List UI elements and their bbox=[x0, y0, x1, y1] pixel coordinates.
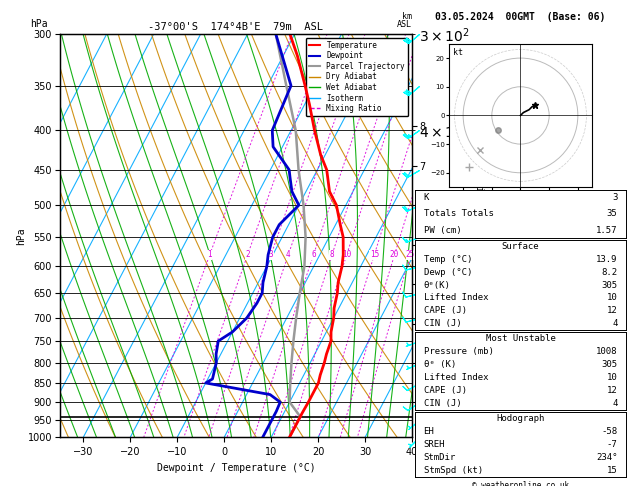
Text: Most Unstable: Most Unstable bbox=[486, 334, 555, 343]
Text: 8: 8 bbox=[330, 250, 334, 260]
Text: Pressure (mb): Pressure (mb) bbox=[423, 347, 493, 356]
Text: LCL: LCL bbox=[419, 412, 434, 421]
Y-axis label: Mixing Ratio (g/kg): Mixing Ratio (g/kg) bbox=[474, 180, 484, 292]
Text: 15: 15 bbox=[607, 466, 618, 475]
Text: 4: 4 bbox=[612, 399, 618, 408]
Text: StmDir: StmDir bbox=[423, 453, 456, 462]
Text: 305: 305 bbox=[601, 280, 618, 290]
Text: 4: 4 bbox=[286, 250, 291, 260]
Text: θᵉ (K): θᵉ (K) bbox=[423, 360, 456, 369]
Text: 3: 3 bbox=[612, 193, 618, 202]
Text: Surface: Surface bbox=[502, 242, 539, 251]
Text: 12: 12 bbox=[607, 306, 618, 315]
Text: 2: 2 bbox=[245, 250, 250, 260]
Text: 13.9: 13.9 bbox=[596, 255, 618, 264]
Text: 3: 3 bbox=[269, 250, 274, 260]
Text: 234°: 234° bbox=[596, 453, 618, 462]
Text: 1: 1 bbox=[208, 250, 212, 260]
X-axis label: Dewpoint / Temperature (°C): Dewpoint / Temperature (°C) bbox=[157, 463, 315, 473]
Text: 10: 10 bbox=[607, 294, 618, 302]
Text: 15: 15 bbox=[370, 250, 379, 260]
Text: CAPE (J): CAPE (J) bbox=[423, 306, 467, 315]
Text: SREH: SREH bbox=[423, 440, 445, 449]
Text: 8.2: 8.2 bbox=[601, 268, 618, 277]
Text: 35: 35 bbox=[607, 209, 618, 218]
Title: -37°00'S  174°4B'E  79m  ASL: -37°00'S 174°4B'E 79m ASL bbox=[148, 22, 323, 32]
Text: 1.57: 1.57 bbox=[596, 226, 618, 235]
Legend: Temperature, Dewpoint, Parcel Trajectory, Dry Adiabat, Wet Adiabat, Isotherm, Mi: Temperature, Dewpoint, Parcel Trajectory… bbox=[306, 38, 408, 116]
Text: -7: -7 bbox=[607, 440, 618, 449]
Text: © weatheronline.co.uk: © weatheronline.co.uk bbox=[472, 481, 569, 486]
Text: StmSpd (kt): StmSpd (kt) bbox=[423, 466, 482, 475]
Text: -58: -58 bbox=[601, 427, 618, 436]
Text: kt: kt bbox=[453, 48, 463, 57]
Text: 20: 20 bbox=[390, 250, 399, 260]
Text: Hodograph: Hodograph bbox=[496, 414, 545, 423]
Text: Lifted Index: Lifted Index bbox=[423, 294, 488, 302]
Text: 10: 10 bbox=[342, 250, 352, 260]
Text: 305: 305 bbox=[601, 360, 618, 369]
Text: Lifted Index: Lifted Index bbox=[423, 373, 488, 382]
Text: 25: 25 bbox=[406, 250, 415, 260]
Text: 03.05.2024  00GMT  (Base: 06): 03.05.2024 00GMT (Base: 06) bbox=[435, 12, 606, 22]
Text: 10: 10 bbox=[607, 373, 618, 382]
Text: Temp (°C): Temp (°C) bbox=[423, 255, 472, 264]
Text: CAPE (J): CAPE (J) bbox=[423, 386, 467, 395]
Text: km
ASL: km ASL bbox=[397, 12, 412, 29]
Text: CIN (J): CIN (J) bbox=[423, 319, 461, 328]
Text: PW (cm): PW (cm) bbox=[423, 226, 461, 235]
Y-axis label: hPa: hPa bbox=[16, 227, 26, 244]
Text: Dewp (°C): Dewp (°C) bbox=[423, 268, 472, 277]
Text: CIN (J): CIN (J) bbox=[423, 399, 461, 408]
Text: EH: EH bbox=[423, 427, 434, 436]
Text: K: K bbox=[423, 193, 429, 202]
Text: θᵉ(K): θᵉ(K) bbox=[423, 280, 450, 290]
Text: Totals Totals: Totals Totals bbox=[423, 209, 493, 218]
Text: 12: 12 bbox=[607, 386, 618, 395]
Text: 4: 4 bbox=[612, 319, 618, 328]
Text: hPa: hPa bbox=[30, 19, 47, 29]
Text: 6: 6 bbox=[311, 250, 316, 260]
Text: 1008: 1008 bbox=[596, 347, 618, 356]
